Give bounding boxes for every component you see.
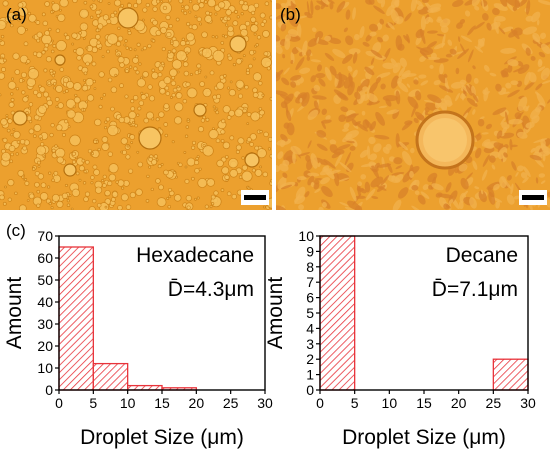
- annotation-mean-diameter: D̄=4.3μm: [168, 278, 254, 301]
- y-tick-label: 5: [306, 305, 314, 321]
- y-tick-label: 1: [306, 367, 314, 383]
- y-tick-label: 0: [45, 382, 53, 398]
- y-tick-label: 20: [37, 338, 53, 354]
- panel-label-c: (c): [6, 221, 26, 240]
- y-tick-label: 10: [37, 360, 53, 376]
- x-tick-label: 5: [351, 395, 359, 411]
- x-tick-label: 15: [154, 395, 170, 411]
- y-axis-label: Amount: [3, 277, 26, 350]
- y-tick-label: 3: [306, 336, 314, 352]
- histogram-bar: [58, 246, 94, 391]
- x-tick-label: 15: [416, 395, 432, 411]
- x-tick-label: 30: [520, 395, 536, 411]
- scale-bar-icon: [244, 195, 266, 200]
- micrograph-b: [276, 0, 550, 210]
- y-tick-label: 8: [306, 259, 314, 275]
- y-tick-label: 4: [306, 320, 314, 336]
- scale-bar-icon: [522, 195, 544, 200]
- x-tick-label: 10: [120, 395, 136, 411]
- y-tick-label: 60: [37, 250, 53, 266]
- y-tick-label: 6: [306, 290, 314, 306]
- x-axis-label: Droplet Size (μm): [342, 426, 506, 449]
- y-tick-label: 50: [37, 272, 53, 288]
- micrograph-a: [0, 0, 272, 210]
- x-tick-label: 20: [451, 395, 467, 411]
- x-axis-label: Droplet Size (μm): [80, 426, 244, 449]
- x-tick-label: 25: [486, 395, 502, 411]
- x-tick-label: 0: [55, 395, 63, 411]
- histogram-bar: [319, 235, 356, 391]
- micrograph-b-image: [276, 0, 550, 210]
- panel-label-a: (a): [6, 5, 27, 24]
- x-tick-label: 10: [382, 395, 398, 411]
- y-tick-label: 0: [306, 382, 314, 398]
- histogram-bar: [492, 358, 529, 391]
- x-tick-label: 0: [316, 395, 324, 411]
- y-tick-label: 40: [37, 294, 53, 310]
- histogram-bar: [92, 362, 129, 391]
- micrograph-a-image: [0, 0, 272, 210]
- y-tick-label: 70: [37, 228, 53, 244]
- x-tick-label: 25: [223, 395, 239, 411]
- annotation-mean-diameter: D̄=7.1μm: [432, 278, 518, 301]
- y-tick-label: 30: [37, 316, 53, 332]
- annotation-oil-name: Hexadecane: [136, 244, 254, 267]
- annotation-oil-name: Decane: [446, 244, 518, 267]
- y-tick-label: 2: [306, 351, 314, 367]
- y-tick-label: 9: [306, 243, 314, 259]
- y-tick-label: 10: [298, 228, 314, 244]
- panel-label-b: (b): [280, 5, 301, 24]
- x-tick-label: 30: [257, 395, 273, 411]
- y-tick-label: 7: [306, 274, 314, 290]
- x-tick-label: 20: [189, 395, 205, 411]
- y-axis-label: Amount: [264, 277, 287, 350]
- histogram-1: 0 5 10 15 20 25 30 0 10 20 30 40 50 60 70 Droplet Size …: [3, 228, 273, 449]
- x-tick-label: 5: [89, 395, 97, 411]
